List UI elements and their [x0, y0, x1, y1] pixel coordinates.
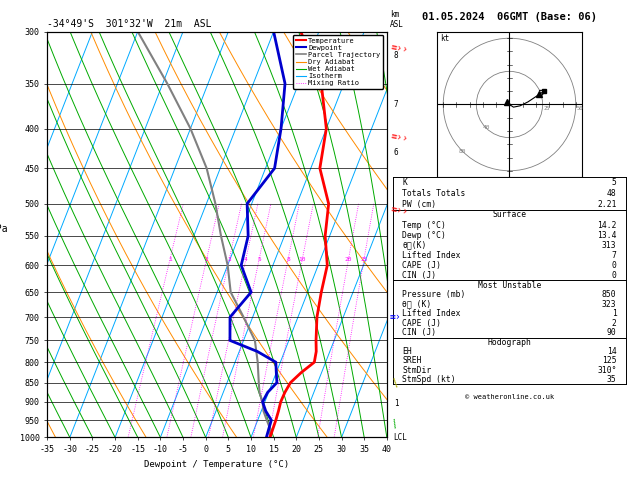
Text: CAPE (J): CAPE (J) — [403, 319, 442, 328]
Text: Hodograph: Hodograph — [487, 338, 532, 347]
Text: 4: 4 — [394, 260, 398, 270]
Text: 0: 0 — [611, 271, 616, 280]
Text: 2: 2 — [611, 319, 616, 328]
Text: 125: 125 — [602, 356, 616, 365]
Y-axis label: hPa: hPa — [0, 225, 8, 235]
Text: SREH: SREH — [403, 356, 422, 365]
Text: 2: 2 — [394, 360, 398, 369]
Text: 5: 5 — [257, 257, 261, 262]
Text: Temp (°C): Temp (°C) — [403, 221, 447, 229]
Text: © weatheronline.co.uk: © weatheronline.co.uk — [465, 394, 554, 399]
Text: /: / — [390, 377, 402, 388]
Text: CIN (J): CIN (J) — [403, 329, 437, 337]
Text: θᴇ(K): θᴇ(K) — [403, 241, 427, 250]
Text: 13.4: 13.4 — [597, 231, 616, 240]
Text: 7: 7 — [394, 100, 398, 108]
Text: Pressure (mb): Pressure (mb) — [403, 290, 466, 299]
Text: Lifted Index: Lifted Index — [403, 251, 461, 260]
Text: 25: 25 — [544, 106, 550, 111]
Text: kt: kt — [440, 34, 450, 43]
Text: 323: 323 — [602, 300, 616, 309]
Text: θᴇ (K): θᴇ (K) — [403, 300, 431, 309]
Text: 6: 6 — [394, 148, 398, 157]
Text: ≡››: ≡›› — [390, 42, 409, 54]
Text: 313: 313 — [602, 241, 616, 250]
Text: Lifted Index: Lifted Index — [403, 310, 461, 318]
Text: PW (cm): PW (cm) — [403, 200, 437, 209]
Text: CIN (J): CIN (J) — [403, 271, 437, 280]
Text: ≡››: ≡›› — [390, 204, 409, 217]
Text: 14: 14 — [607, 347, 616, 356]
Text: 8: 8 — [394, 51, 398, 60]
Text: ≡››: ≡›› — [390, 130, 409, 143]
Text: EH: EH — [403, 347, 412, 356]
Text: /: / — [390, 418, 400, 430]
Text: 5: 5 — [394, 199, 398, 208]
Text: 25: 25 — [360, 257, 368, 262]
Text: 0: 0 — [611, 261, 616, 270]
Text: 48: 48 — [607, 189, 616, 198]
X-axis label: Dewpoint / Temperature (°C): Dewpoint / Temperature (°C) — [145, 460, 289, 469]
Text: Most Unstable: Most Unstable — [478, 281, 541, 290]
Text: ≡›: ≡› — [390, 312, 402, 322]
Text: 5: 5 — [611, 178, 616, 187]
Text: K: K — [403, 178, 408, 187]
Text: 20: 20 — [345, 257, 352, 262]
Text: 01.05.2024  06GMT (Base: 06): 01.05.2024 06GMT (Base: 06) — [422, 12, 597, 22]
Text: LCL: LCL — [394, 433, 408, 442]
Text: 80: 80 — [459, 149, 466, 154]
Text: 8: 8 — [286, 257, 290, 262]
Text: km
ASL: km ASL — [390, 10, 404, 29]
Text: Dewp (°C): Dewp (°C) — [403, 231, 447, 240]
Text: 35: 35 — [607, 375, 616, 384]
Text: -34°49'S  301°32'W  21m  ASL: -34°49'S 301°32'W 21m ASL — [47, 19, 212, 30]
Text: 2.21: 2.21 — [597, 200, 616, 209]
Legend: Temperature, Dewpoint, Parcel Trajectory, Dry Adiabat, Wet Adiabat, Isotherm, Mi: Temperature, Dewpoint, Parcel Trajectory… — [293, 35, 383, 89]
Text: StmDir: StmDir — [403, 365, 431, 375]
Text: 310°: 310° — [597, 365, 616, 375]
Text: 7: 7 — [611, 251, 616, 260]
Text: 1: 1 — [611, 310, 616, 318]
Text: 1: 1 — [168, 257, 172, 262]
Text: 14.2: 14.2 — [597, 221, 616, 229]
Text: Totals Totals: Totals Totals — [403, 189, 466, 198]
Text: 50: 50 — [577, 106, 584, 111]
Text: 3: 3 — [227, 257, 231, 262]
Text: 1: 1 — [394, 399, 398, 408]
Text: 850: 850 — [602, 290, 616, 299]
Text: 2: 2 — [204, 257, 208, 262]
Text: 3: 3 — [394, 312, 398, 322]
Text: 10: 10 — [299, 257, 306, 262]
Text: 4: 4 — [244, 257, 248, 262]
Text: StmSpd (kt): StmSpd (kt) — [403, 375, 456, 384]
Text: CAPE (J): CAPE (J) — [403, 261, 442, 270]
Text: 90: 90 — [607, 329, 616, 337]
Text: Surface: Surface — [493, 210, 526, 220]
Text: 40: 40 — [482, 125, 490, 130]
